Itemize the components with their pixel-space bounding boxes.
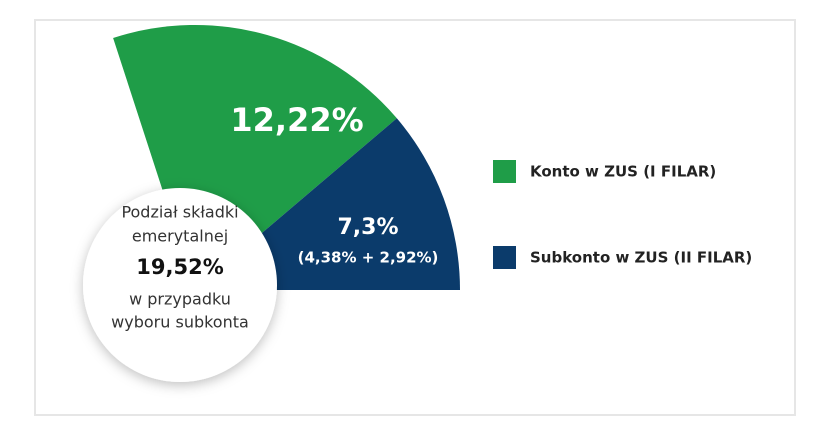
center-note: wyboru subkonta xyxy=(111,313,249,332)
slice-annotation: (4,38% + 2,92%) xyxy=(298,249,439,267)
center-label: emerytalnej xyxy=(132,227,228,246)
center-label: Podział składki xyxy=(121,203,238,222)
slice-label: 7,3% xyxy=(337,215,398,240)
legend-label: Konto w ZUS (I FILAR) xyxy=(530,163,716,181)
center-circle xyxy=(83,188,277,382)
center-note: w przypadku xyxy=(129,290,231,309)
legend-label: Subkonto w ZUS (II FILAR) xyxy=(530,249,752,267)
legend-swatch xyxy=(493,246,516,269)
legend-swatch xyxy=(493,160,516,183)
center-value: 19,52% xyxy=(136,255,223,279)
slice-label: 12,22% xyxy=(230,101,363,139)
